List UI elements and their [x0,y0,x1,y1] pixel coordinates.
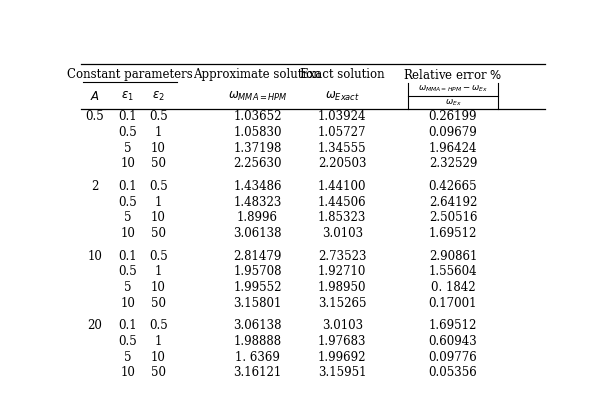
Text: 1. 6369: 1. 6369 [235,351,280,364]
Text: 0.5: 0.5 [119,335,137,348]
Text: 1.37198: 1.37198 [233,142,282,154]
Text: 3.15265: 3.15265 [318,297,367,310]
Text: 3.0103: 3.0103 [322,319,363,332]
Text: 0.5: 0.5 [149,319,168,332]
Text: 1.8996: 1.8996 [237,211,278,224]
Text: 0.26199: 0.26199 [429,110,477,123]
Text: 1.69512: 1.69512 [429,319,477,332]
Text: 2.50516: 2.50516 [429,211,477,224]
Text: 0.5: 0.5 [119,126,137,139]
Text: 1.99552: 1.99552 [233,281,282,294]
Text: 1.43486: 1.43486 [233,180,282,193]
Text: 1: 1 [155,265,162,278]
Text: 1.96424: 1.96424 [429,142,477,154]
Text: 1.44506: 1.44506 [318,195,367,209]
Text: 1.92710: 1.92710 [318,265,367,278]
Text: 0. 1842: 0. 1842 [430,281,475,294]
Text: 2: 2 [91,180,98,193]
Text: 20: 20 [88,319,102,332]
Text: Relative error $\%$: Relative error $\%$ [403,68,503,82]
Text: 10: 10 [151,211,166,224]
Text: $\omega_{Exact}$: $\omega_{Exact}$ [325,90,360,103]
Text: 2.32529: 2.32529 [429,157,477,170]
Text: 0.5: 0.5 [149,110,168,123]
Text: 1.03924: 1.03924 [318,110,367,123]
Text: $\varepsilon_2$: $\varepsilon_2$ [152,90,165,103]
Text: 0.60943: 0.60943 [429,335,477,348]
Text: 1.95708: 1.95708 [233,265,282,278]
Text: $\omega_{MMA=HPM}-\omega_{Ex}$: $\omega_{MMA=HPM}-\omega_{Ex}$ [418,84,488,94]
Text: Constant parameters: Constant parameters [67,68,193,81]
Text: 1: 1 [155,335,162,348]
Text: 5: 5 [124,142,131,154]
Text: Approximate solution: Approximate solution [193,68,321,81]
Text: 1.44100: 1.44100 [318,180,367,193]
Text: 0.1: 0.1 [119,180,137,193]
Text: 3.16121: 3.16121 [233,366,282,379]
Text: 3.15951: 3.15951 [318,366,367,379]
Text: 0.5: 0.5 [119,195,137,209]
Text: 50: 50 [151,297,166,310]
Text: 3.06138: 3.06138 [233,319,282,332]
Text: 0.1: 0.1 [119,110,137,123]
Text: 1.98888: 1.98888 [233,335,282,348]
Text: $\omega_{Ex}$: $\omega_{Ex}$ [444,98,461,108]
Text: 5: 5 [124,211,131,224]
Text: 0.05356: 0.05356 [429,366,477,379]
Text: $\varepsilon_1$: $\varepsilon_1$ [122,90,134,103]
Text: $A$: $A$ [90,90,100,103]
Text: 0.09776: 0.09776 [429,351,477,364]
Text: 0.5: 0.5 [149,180,168,193]
Text: 1.85323: 1.85323 [318,211,367,224]
Text: 10: 10 [151,351,166,364]
Text: 1.03652: 1.03652 [233,110,282,123]
Text: 10: 10 [120,366,135,379]
Text: 1.99692: 1.99692 [318,351,367,364]
Text: 0.1: 0.1 [119,249,137,263]
Text: 2.90861: 2.90861 [429,249,477,263]
Text: 1.69512: 1.69512 [429,227,477,240]
Text: 10: 10 [88,249,102,263]
Text: 50: 50 [151,366,166,379]
Text: 10: 10 [151,142,166,154]
Text: 1.98950: 1.98950 [318,281,367,294]
Text: 2.25630: 2.25630 [233,157,282,170]
Text: 2.73523: 2.73523 [318,249,367,263]
Text: 2.20503: 2.20503 [318,157,367,170]
Text: 0.5: 0.5 [119,265,137,278]
Text: $\omega_{MMA=HPM}$: $\omega_{MMA=HPM}$ [227,90,288,103]
Text: 2.64192: 2.64192 [429,195,477,209]
Text: 1.05830: 1.05830 [233,126,282,139]
Text: 0.42665: 0.42665 [429,180,477,193]
Text: 0.09679: 0.09679 [429,126,477,139]
Text: 5: 5 [124,281,131,294]
Text: 1.48323: 1.48323 [233,195,282,209]
Text: 3.06138: 3.06138 [233,227,282,240]
Text: 1.97683: 1.97683 [318,335,367,348]
Text: 0.1: 0.1 [119,319,137,332]
Text: 1.55604: 1.55604 [429,265,477,278]
Text: 3.0103: 3.0103 [322,227,363,240]
Text: 3.15801: 3.15801 [233,297,282,310]
Text: 50: 50 [151,157,166,170]
Text: 1: 1 [155,195,162,209]
Text: 0.5: 0.5 [86,110,104,123]
Text: 0.5: 0.5 [149,249,168,263]
Text: 5: 5 [124,351,131,364]
Text: 10: 10 [120,297,135,310]
Text: 10: 10 [120,227,135,240]
Text: 50: 50 [151,227,166,240]
Text: 1.05727: 1.05727 [318,126,367,139]
Text: 1.34555: 1.34555 [318,142,367,154]
Text: 10: 10 [151,281,166,294]
Text: 0.17001: 0.17001 [429,297,477,310]
Text: 10: 10 [120,157,135,170]
Text: 2.81479: 2.81479 [233,249,282,263]
Text: Exact solution: Exact solution [300,68,384,81]
Text: 1: 1 [155,126,162,139]
